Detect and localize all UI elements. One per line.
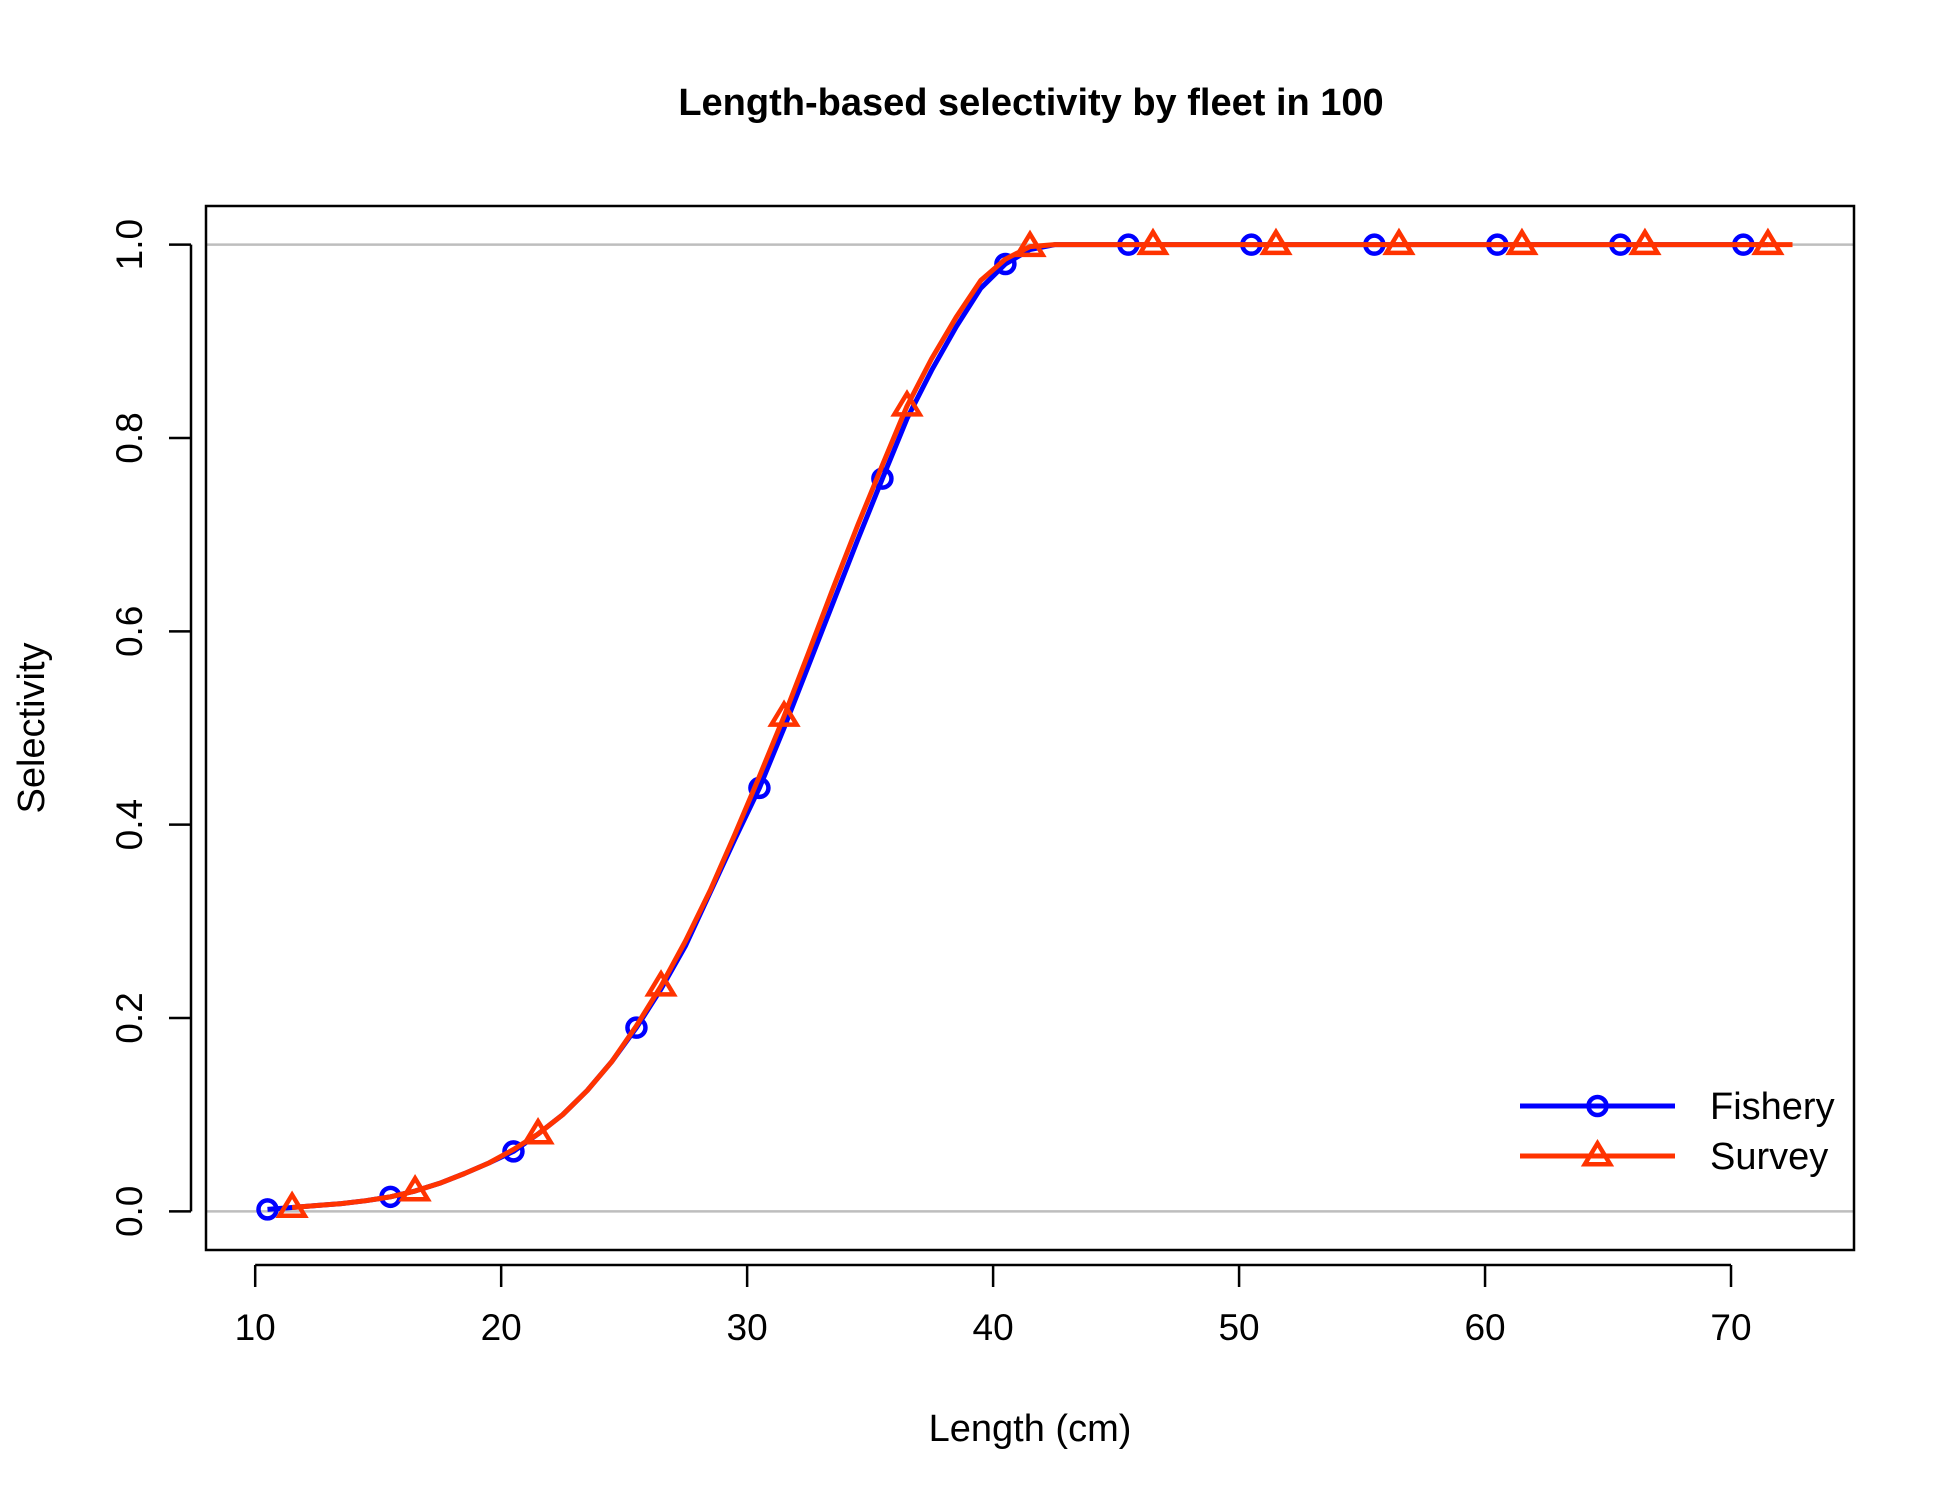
legend-marker-triangle [1580, 1139, 1615, 1167]
legend: Fishery Survey [1520, 1086, 1835, 1178]
x-axis: 10 20 30 40 50 60 70 [235, 1263, 1752, 1348]
y-tick-label: 0.2 [109, 992, 150, 1043]
legend-label: Survey [1710, 1136, 1828, 1178]
data-point-survey [1259, 227, 1293, 256]
y-axis-label: Selectivity [11, 642, 53, 813]
data-point-survey [1751, 227, 1785, 256]
y-tick-label: 1.0 [109, 219, 150, 270]
data-point-survey [1136, 227, 1170, 256]
data-point-survey [767, 699, 801, 727]
data-point-survey [521, 1117, 555, 1145]
x-tick-label: 60 [1464, 1307, 1505, 1348]
series-line-fishery [267, 242, 1768, 1212]
x-tick-label: 70 [1710, 1307, 1751, 1348]
series-survey [275, 227, 1793, 1218]
data-point-survey [275, 1190, 309, 1218]
legend-item-fishery: Fishery [1520, 1086, 1835, 1128]
y-tick-label: 0.8 [109, 412, 150, 463]
x-tick-label: 50 [1218, 1307, 1259, 1348]
data-point-fishery [625, 1016, 648, 1039]
y-tick-label: 0.0 [109, 1186, 150, 1237]
y-tick-label: 0.4 [109, 799, 150, 850]
legend-label: Fishery [1710, 1086, 1835, 1128]
data-point-fishery [256, 1198, 279, 1221]
data-point-survey [398, 1174, 432, 1202]
reference-lines [206, 243, 1854, 1213]
legend-item-survey: Survey [1520, 1136, 1828, 1178]
series-fishery [256, 233, 1768, 1221]
data-point-survey [1505, 227, 1539, 256]
x-axis-label: Length (cm) [929, 1408, 1132, 1450]
x-tick-label: 30 [727, 1307, 768, 1348]
x-tick-label: 10 [235, 1307, 276, 1348]
data-point-survey [1628, 227, 1662, 256]
series-layer [256, 227, 1793, 1221]
data-point-survey [1013, 229, 1047, 258]
data-point-fishery [502, 1140, 525, 1163]
plot-frame [204, 204, 1856, 1252]
series-line-survey [291, 242, 1793, 1210]
chart-title: Length-based selectivity by fleet in 100 [678, 82, 1383, 124]
legend-marker-circle [1586, 1094, 1609, 1118]
data-point-survey [1382, 227, 1416, 256]
x-tick-label: 40 [973, 1307, 1014, 1348]
data-point-survey [890, 389, 924, 417]
y-tick-label: 0.6 [109, 606, 150, 657]
y-axis: 0.0 0.2 0.4 0.6 0.8 1.0 [109, 219, 193, 1237]
x-tick-label: 20 [481, 1307, 522, 1348]
data-point-survey [644, 969, 678, 997]
